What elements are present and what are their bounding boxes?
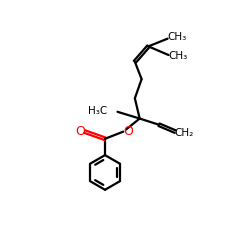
Text: CH₃: CH₃ <box>168 51 187 61</box>
Text: H₃C: H₃C <box>88 106 108 116</box>
Text: CH₃: CH₃ <box>167 32 186 42</box>
Text: CH₂: CH₂ <box>174 128 194 138</box>
Text: O: O <box>76 124 86 138</box>
Text: O: O <box>123 124 133 138</box>
